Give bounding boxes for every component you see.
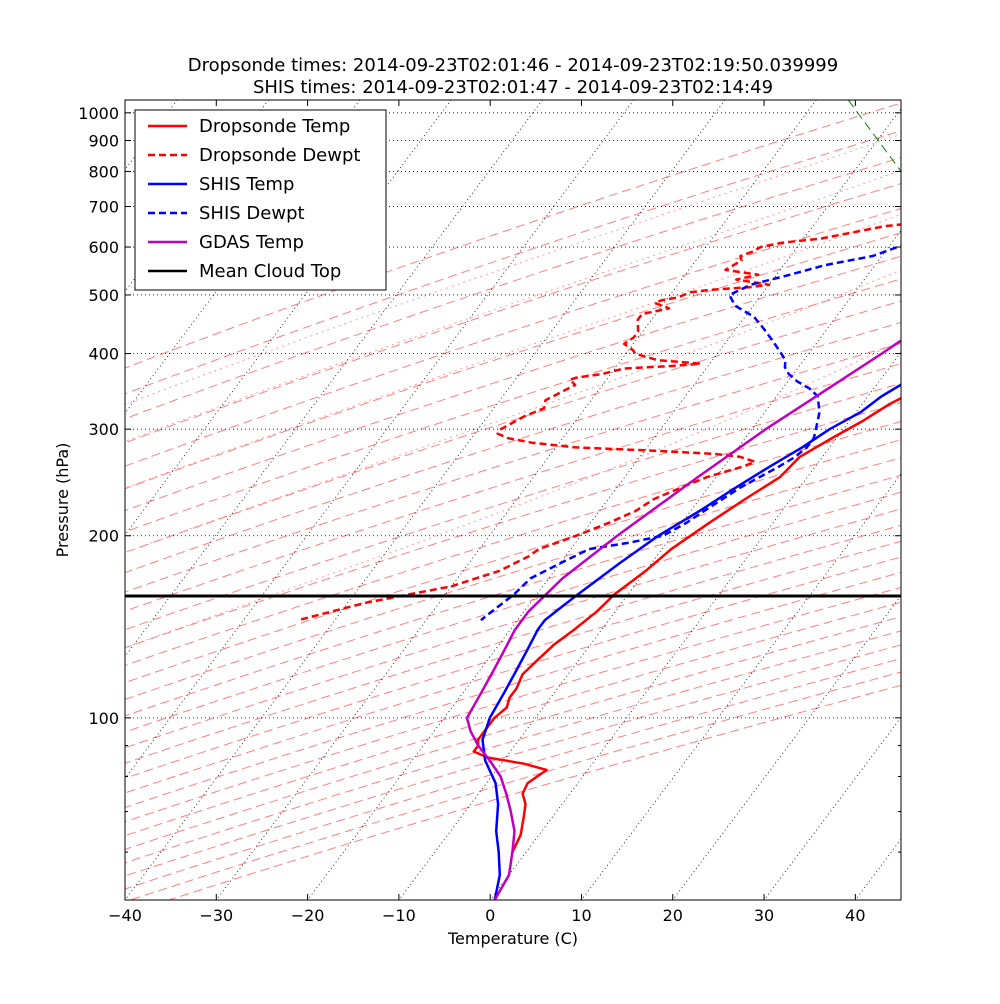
mixing-ratio-line bbox=[935, 100, 1000, 247]
x-tick-label: 40 bbox=[845, 906, 865, 925]
y-tick-label: 700 bbox=[88, 198, 119, 217]
isotherm-line bbox=[308, 100, 908, 900]
y-tick-label: 100 bbox=[88, 709, 119, 728]
isotherm-line bbox=[764, 100, 1000, 900]
y-tick-label: 500 bbox=[88, 286, 119, 305]
y-tick-label: 1000 bbox=[78, 104, 119, 123]
x-tick-label: 20 bbox=[663, 906, 683, 925]
legend-label-shis-temp: SHIS Temp bbox=[199, 174, 294, 195]
x-tick-label: 10 bbox=[571, 906, 591, 925]
legend-label-dropsonde-dewpt: Dropsonde Dewpt bbox=[199, 145, 360, 166]
x-tick-label: 30 bbox=[754, 906, 774, 925]
legend-label-gdas-temp: GDAS Temp bbox=[199, 232, 304, 253]
chart-title-line-1: Dropsonde times: 2014-09-23T02:01:46 - 2… bbox=[188, 55, 838, 76]
series-layer bbox=[298, 100, 1000, 900]
y-tick-label: 400 bbox=[88, 345, 119, 364]
chart-title-line-2: SHIS times: 2014-09-23T02:01:47 - 2014-0… bbox=[253, 77, 773, 98]
y-tick-label: 800 bbox=[88, 162, 119, 181]
series-line-gdas-temp bbox=[467, 100, 1000, 900]
legend-label-shis-dewpt: SHIS Dewpt bbox=[199, 203, 305, 224]
x-axis-label: Temperature (C) bbox=[447, 929, 578, 948]
x-tick-label: −30 bbox=[199, 906, 233, 925]
y-axis-label: Pressure (hPa) bbox=[53, 443, 72, 558]
y-tick-label: 900 bbox=[88, 132, 119, 151]
mixing-ratio-line bbox=[848, 100, 957, 247]
isotherm-line bbox=[0, 100, 86, 900]
y-tick-label: 200 bbox=[88, 527, 119, 546]
isotherm-line bbox=[581, 100, 1000, 900]
legend-label-mean-cloud-top: Mean Cloud Top bbox=[199, 261, 341, 282]
x-tick-label: 0 bbox=[485, 906, 495, 925]
series-line-dropsonde-temp bbox=[474, 100, 1000, 852]
isotherm-line bbox=[855, 100, 1000, 900]
legend-label-dropsonde-temp: Dropsonde Temp bbox=[199, 116, 350, 137]
y-tick-label: 600 bbox=[88, 238, 119, 257]
x-tick-label: −10 bbox=[382, 906, 416, 925]
x-tick-label: −40 bbox=[108, 906, 142, 925]
legend: Dropsonde Temp Dropsonde Dewpt SHIS Temp… bbox=[135, 110, 386, 290]
y-tick-label: 300 bbox=[88, 420, 119, 439]
x-tick-label: −20 bbox=[291, 906, 325, 925]
